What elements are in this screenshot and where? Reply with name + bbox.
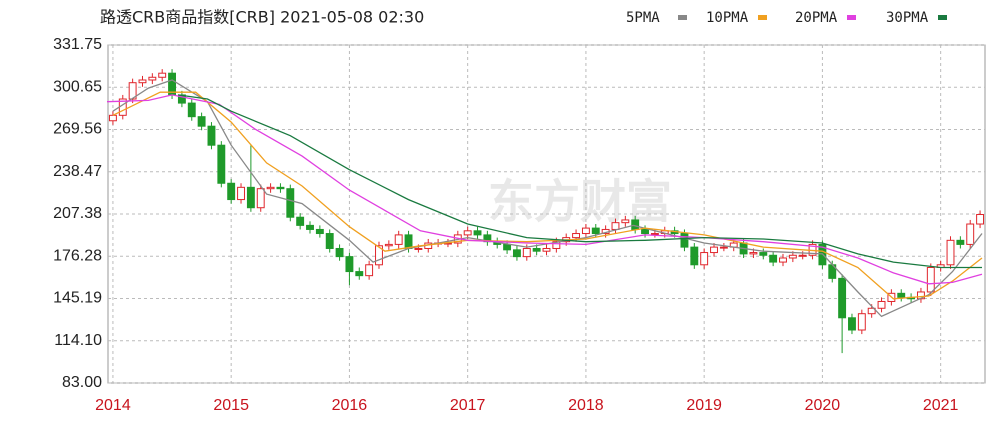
candle-body	[217, 144, 226, 184]
y-tick-label: 83.00	[62, 374, 102, 391]
legend-label: 20PMA	[795, 10, 838, 26]
candle-body	[404, 234, 413, 249]
candle-body	[266, 186, 275, 190]
candle-body	[926, 267, 935, 293]
candle-body	[966, 223, 975, 245]
candle-body	[749, 252, 758, 255]
candle-body	[591, 227, 600, 235]
candle-body	[532, 247, 541, 252]
y-tick-label: 331.75	[53, 36, 102, 53]
candle-body	[552, 241, 561, 249]
candle-body	[621, 219, 630, 224]
candle-body	[877, 300, 886, 309]
candle-body	[512, 249, 521, 258]
x-tick-label: 2017	[450, 397, 486, 414]
candle-body	[690, 246, 699, 266]
candle-body	[503, 243, 512, 251]
chart-title: 路透CRB商品指数[CRB] 2021-05-08 02:30	[100, 8, 424, 27]
candle-body	[148, 76, 157, 81]
candle-body	[375, 245, 383, 266]
candle-body	[345, 256, 354, 273]
y-tick-label: 145.19	[53, 290, 102, 307]
y-tick-label: 300.65	[53, 78, 102, 95]
candle-body	[197, 116, 206, 127]
legend-swatch	[847, 15, 856, 20]
candle-body	[719, 246, 728, 249]
ma-line	[177, 94, 982, 269]
x-tick-label: 2019	[686, 397, 722, 414]
candle-body	[315, 228, 324, 235]
candle-body	[335, 247, 344, 258]
candle-body	[108, 114, 117, 122]
candle-body	[384, 243, 393, 247]
candle-body	[788, 254, 797, 259]
candle-body	[365, 264, 374, 277]
candle-body	[227, 182, 236, 201]
x-tick-label: 2020	[805, 397, 841, 414]
y-tick-label: 114.10	[54, 332, 102, 349]
candle-body	[857, 313, 866, 331]
candle-body	[946, 239, 955, 266]
candle-body	[611, 222, 620, 230]
candle-body	[256, 188, 265, 209]
candle-body	[473, 230, 482, 236]
candle-body	[325, 233, 334, 249]
x-tick-label: 2021	[923, 397, 959, 414]
legend-swatch	[938, 15, 947, 20]
x-tick-label: 2016	[332, 397, 368, 414]
candle-body	[286, 188, 295, 218]
candle-body	[187, 102, 196, 118]
legend-label: 30PMA	[886, 10, 929, 26]
candle-body	[710, 246, 718, 254]
candle-body	[759, 252, 768, 256]
x-tick-label: 2015	[213, 397, 249, 414]
ma-line	[112, 79, 983, 318]
candle-body	[976, 214, 985, 225]
candle-body	[650, 233, 659, 236]
ma-line	[112, 91, 983, 300]
candle-body	[296, 216, 305, 226]
ma-line	[106, 94, 983, 285]
candle-body	[641, 228, 649, 235]
candle-body	[276, 186, 285, 190]
candle-body	[779, 257, 787, 263]
candle-body	[306, 224, 314, 230]
candle-body	[463, 230, 472, 236]
candle-body	[572, 233, 581, 239]
legend-swatch	[678, 15, 687, 20]
y-tick-label: 207.38	[53, 205, 102, 222]
legend-label: 5PMA	[626, 10, 660, 26]
candle-body	[581, 227, 590, 235]
candle-body	[798, 254, 807, 257]
y-tick-label: 176.28	[53, 247, 102, 264]
legend-swatch	[758, 15, 767, 20]
candle-body	[237, 186, 245, 201]
candle-body	[700, 252, 709, 266]
candle-body	[897, 292, 906, 298]
candle-body	[207, 125, 216, 146]
candle-body	[631, 219, 640, 230]
candle-body	[246, 186, 255, 209]
candle-body	[138, 79, 147, 84]
y-tick-label: 269.56	[53, 121, 102, 138]
candle-body	[414, 247, 423, 250]
x-tick-label: 2014	[95, 397, 131, 414]
candle-body	[769, 254, 778, 263]
candle-body	[158, 72, 167, 78]
candle-body	[838, 277, 847, 319]
x-tick-label: 2018	[568, 397, 604, 414]
candle-body	[522, 247, 531, 258]
candle-body	[542, 247, 551, 252]
legend-label: 10PMA	[706, 10, 749, 26]
candle-body	[394, 234, 403, 245]
y-tick-label: 238.47	[53, 163, 102, 180]
candle-body	[867, 307, 876, 315]
watermark: 东方财富	[488, 175, 672, 229]
candle-body	[680, 233, 689, 248]
candle-body	[355, 271, 364, 277]
candle-body	[848, 317, 856, 331]
candle-body	[956, 239, 965, 245]
